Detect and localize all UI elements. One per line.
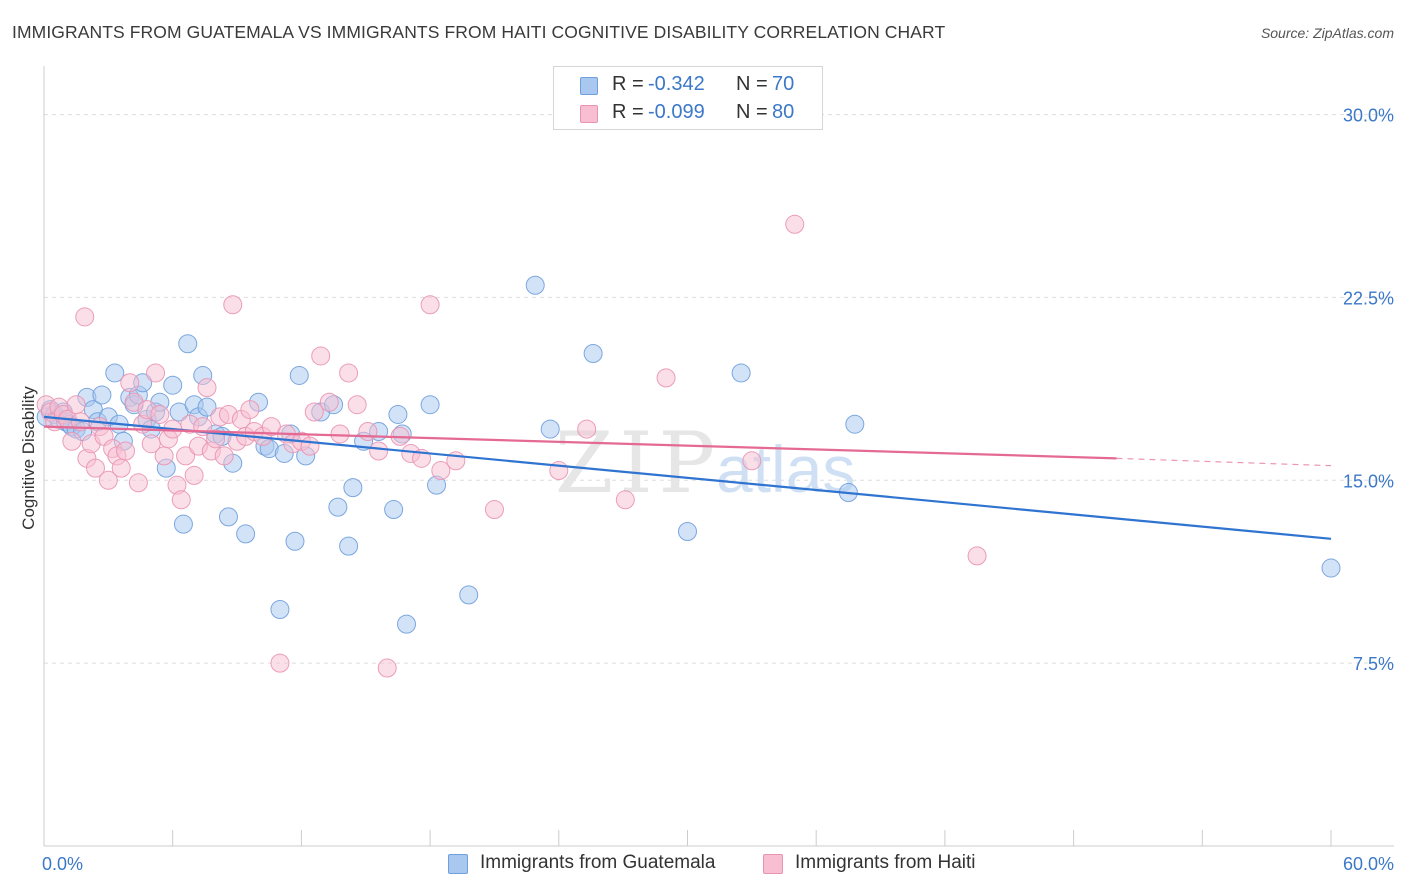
data-point-blue [526, 276, 544, 294]
guatemala-n-label: N = [736, 73, 768, 96]
data-point-blue [219, 508, 237, 526]
bottom-guatemala-label: Immigrants from Guatemala [480, 852, 715, 874]
haiti-r-label: R = [612, 101, 644, 124]
data-point-blue [174, 515, 192, 533]
data-point-blue [679, 522, 697, 540]
data-point-pink [172, 491, 190, 509]
data-point-blue [290, 366, 308, 384]
data-point-pink [271, 654, 289, 672]
data-point-pink [421, 296, 439, 314]
data-point-blue [344, 479, 362, 497]
data-point-blue [271, 601, 289, 619]
y-tick-label: 22.5% [1343, 288, 1394, 308]
data-point-pink [76, 308, 94, 326]
data-point-pink [378, 659, 396, 677]
y-tick-label: 7.5% [1353, 654, 1394, 674]
trend-extension-pink [1117, 458, 1332, 465]
legend-row-guatemala: R = -0.342 N = 70 [554, 71, 822, 101]
y-axis-label: Cognitive Disability [19, 386, 38, 530]
data-point-pink [224, 296, 242, 314]
data-point-pink [305, 403, 323, 421]
guatemala-swatch [580, 77, 598, 95]
x-tick-label: 0.0% [42, 854, 83, 874]
data-point-pink [112, 459, 130, 477]
guatemala-n-value: 70 [772, 73, 794, 96]
data-point-pink [968, 547, 986, 565]
data-point-pink [121, 374, 139, 392]
data-point-blue [389, 405, 407, 423]
haiti-n-value: 80 [772, 101, 794, 124]
data-point-blue [398, 615, 416, 633]
data-point-blue [286, 532, 304, 550]
data-point-blue [164, 376, 182, 394]
legend-row-haiti: R = -0.099 N = 80 [554, 99, 822, 129]
data-point-pink [786, 215, 804, 233]
data-point-pink [117, 442, 135, 460]
y-tick-label: 30.0% [1343, 106, 1394, 126]
data-point-blue [340, 537, 358, 555]
data-point-blue [732, 364, 750, 382]
data-point-blue [385, 501, 403, 519]
data-point-blue [179, 335, 197, 353]
watermark-atlas: atlas [716, 432, 855, 506]
data-point-pink [215, 447, 233, 465]
data-point-pink [616, 491, 634, 509]
bottom-haiti-label: Immigrants from Haiti [795, 852, 976, 874]
data-point-pink [340, 364, 358, 382]
data-point-pink [151, 405, 169, 423]
data-point-pink [348, 396, 366, 414]
x-tick-label: 60.0% [1343, 854, 1394, 874]
data-point-pink [147, 364, 165, 382]
haiti-n-label: N = [736, 101, 768, 124]
data-point-pink [198, 379, 216, 397]
data-point-pink [578, 420, 596, 438]
data-point-blue [460, 586, 478, 604]
data-point-pink [185, 466, 203, 484]
bottom-haiti-swatch [763, 854, 783, 874]
data-point-pink [657, 369, 675, 387]
data-point-pink [241, 401, 259, 419]
data-point-blue [1322, 559, 1340, 577]
data-point-blue [421, 396, 439, 414]
data-point-pink [331, 425, 349, 443]
data-point-pink [743, 452, 761, 470]
data-point-pink [301, 437, 319, 455]
haiti-r-value: -0.099 [648, 101, 705, 124]
bottom-guatemala-swatch [448, 854, 468, 874]
guatemala-r-label: R = [612, 73, 644, 96]
data-point-pink [485, 501, 503, 519]
data-point-blue [237, 525, 255, 543]
y-tick-label: 15.0% [1343, 471, 1394, 491]
data-point-blue [93, 386, 111, 404]
stats-legend: R = -0.342 N = 70 R = -0.099 N = 80 [553, 66, 823, 130]
data-point-pink [312, 347, 330, 365]
scatter-chart: ZIPatlas 7.5% 15.0% 22.5% 30.0% 0.0% 60.0% Cog… [0, 0, 1406, 892]
guatemala-r-value: -0.342 [648, 73, 705, 96]
data-point-blue [329, 498, 347, 516]
data-point-blue [541, 420, 559, 438]
data-point-blue [584, 345, 602, 363]
data-point-pink [63, 432, 81, 450]
haiti-swatch [580, 105, 598, 123]
data-point-pink [67, 396, 85, 414]
data-point-blue [846, 415, 864, 433]
grid-layer [44, 115, 1394, 664]
data-point-pink [155, 447, 173, 465]
data-point-pink [359, 423, 377, 441]
data-point-pink [370, 442, 388, 460]
data-point-pink [129, 474, 147, 492]
